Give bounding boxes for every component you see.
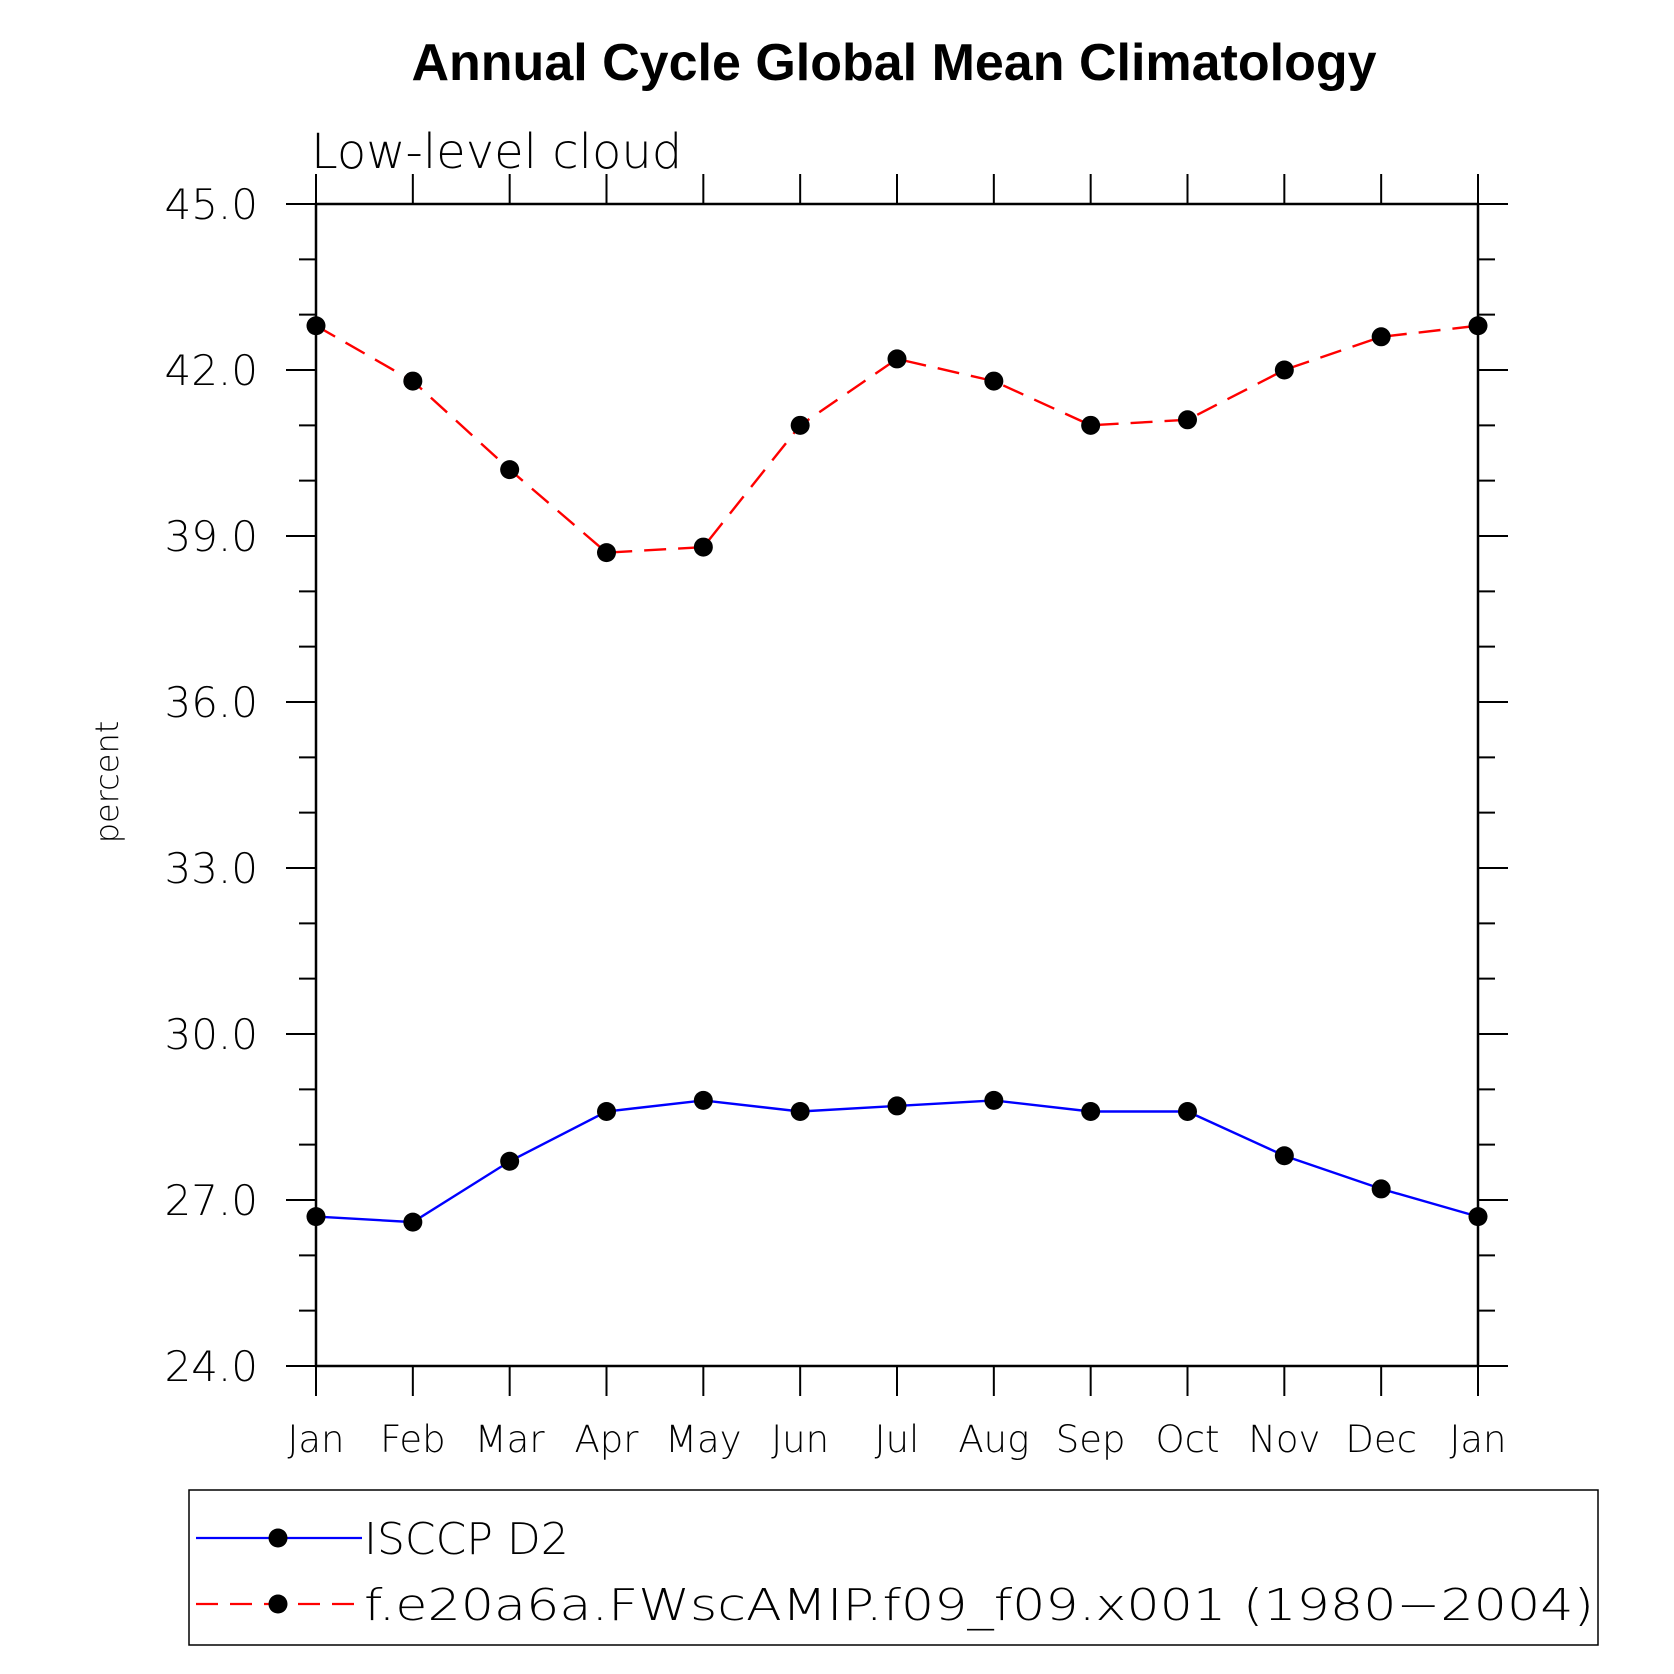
data-point xyxy=(984,1090,1004,1110)
data-point xyxy=(1178,410,1197,430)
legend-label-model: f.e20a6a.FWscAMIP.f09_f09.x001 (1980−200… xyxy=(364,1580,1594,1631)
data-point xyxy=(1274,360,1294,380)
x-tick-label: May xyxy=(665,1418,742,1461)
data-point xyxy=(1371,327,1391,347)
series-layer xyxy=(306,316,1488,1232)
x-tick-label: Oct xyxy=(1156,1418,1220,1461)
plot-border xyxy=(314,202,1480,1368)
x-tick-label: Dec xyxy=(1345,1418,1417,1461)
data-point xyxy=(1081,415,1101,435)
x-tick-label: Aug xyxy=(958,1418,1029,1461)
y-tick-label: 45.0 xyxy=(164,180,258,229)
legend-marker-isccp xyxy=(268,1528,288,1548)
x-tick-label: Apr xyxy=(574,1418,639,1461)
data-point xyxy=(1178,1101,1197,1121)
data-point xyxy=(887,1096,907,1116)
legend: ISCCP D2 f.e20a6a.FWscAMIP.f09_f09.x001 … xyxy=(188,1489,1599,1646)
y-tick-label: 33.0 xyxy=(164,844,258,893)
x-tick-label: Nov xyxy=(1248,1418,1320,1461)
data-point xyxy=(403,371,423,391)
y-axis-label: percent xyxy=(88,721,126,844)
data-point xyxy=(790,415,810,435)
x-tick-label: Jul xyxy=(875,1418,920,1461)
chart-title: Annual Cycle Global Mean Climatology xyxy=(411,34,1376,92)
data-point xyxy=(597,1101,616,1121)
data-point xyxy=(1081,1101,1101,1121)
data-point xyxy=(500,460,520,480)
data-point xyxy=(984,371,1004,391)
y-tick-label: 27.0 xyxy=(164,1176,258,1225)
x-tick-label: Feb xyxy=(380,1418,446,1461)
x-axis: Jan Feb Mar Apr May Jun Jul Aug Sep Oct Nov Dec Jan xyxy=(287,174,1507,1461)
data-point xyxy=(693,1090,713,1110)
data-point xyxy=(1371,1179,1391,1199)
legend-label-isccp: ISCCP D2 xyxy=(364,1514,569,1565)
data-point xyxy=(1274,1146,1294,1166)
legend-marker-model xyxy=(268,1594,288,1614)
data-point xyxy=(693,537,713,557)
data-point xyxy=(500,1151,520,1171)
series-line-0 xyxy=(315,1099,1479,1224)
x-tick-label: Jan xyxy=(287,1418,344,1461)
plot-frame xyxy=(314,202,1480,1368)
y-axis: 24.0 27.0 30.0 33.0 36.0 39.0 42.0 45.0 xyxy=(164,180,1508,1391)
x-tick-label: Jun xyxy=(771,1418,829,1461)
x-tick-label: Jan xyxy=(1449,1418,1506,1461)
data-point xyxy=(306,316,326,336)
data-point xyxy=(1468,316,1488,336)
data-point xyxy=(597,543,616,563)
chart-subtitle: Low-level cloud xyxy=(311,124,682,180)
y-tick-label: 42.0 xyxy=(164,346,258,395)
data-point xyxy=(1468,1207,1488,1227)
data-point xyxy=(887,349,907,369)
y-tick-label: 36.0 xyxy=(164,678,258,727)
legend-box xyxy=(188,1489,1599,1646)
y-tick-label: 24.0 xyxy=(164,1342,258,1391)
y-tick-label: 39.0 xyxy=(164,512,258,561)
x-tick-label: Sep xyxy=(1056,1418,1126,1461)
y-tick-label: 30.0 xyxy=(164,1010,258,1059)
x-tick-label: Mar xyxy=(475,1418,546,1461)
data-point xyxy=(403,1212,423,1232)
data-point xyxy=(306,1207,326,1227)
data-point xyxy=(790,1101,810,1121)
